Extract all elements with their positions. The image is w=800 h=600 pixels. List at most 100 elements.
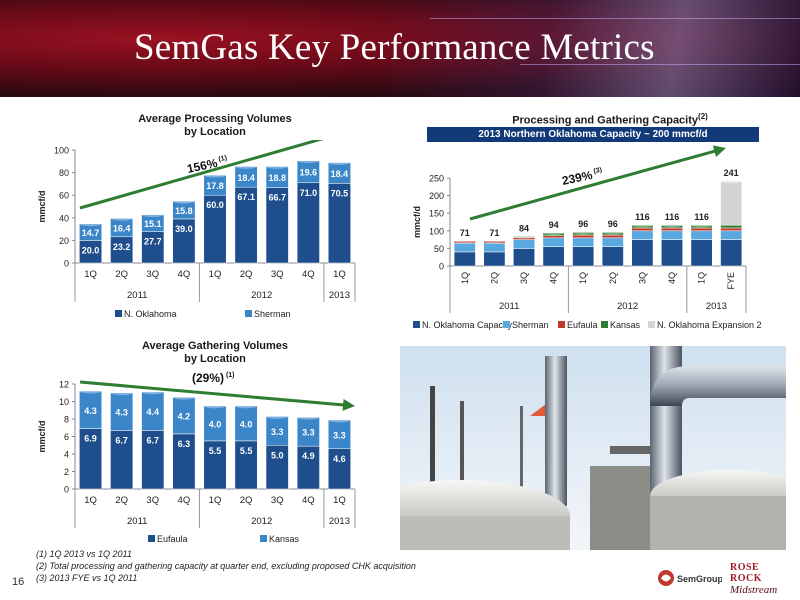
bar-value-label: 20.0	[82, 245, 100, 255]
x-tick-label: 1Q	[333, 495, 346, 506]
page-number: 16	[12, 576, 25, 588]
x-tick-label: 2Q	[240, 495, 253, 506]
bar-0-8	[690, 239, 713, 267]
bar-value-label: 18.4	[331, 169, 349, 179]
y-axis-label: mmcf/d	[37, 190, 47, 222]
bar-top-cap	[172, 198, 196, 204]
x-tick-label: 3Q	[271, 495, 284, 506]
legend-swatch	[601, 321, 608, 328]
bar-value-label: 3.3	[271, 427, 284, 437]
trend-arrow-line	[79, 380, 348, 407]
x-tick-label: 3Q	[637, 272, 647, 284]
x-tick-label: 4Q	[178, 269, 191, 280]
bar-top-cap	[79, 388, 102, 394]
x-tick-label: 2Q	[115, 495, 128, 506]
y-tick-label: 0	[64, 485, 69, 495]
legend-swatch	[503, 321, 510, 328]
bar-total-label: 84	[519, 223, 529, 233]
bar-value-label: 60.0	[206, 200, 224, 210]
legend-label: N. Oklahoma Expansion 2	[657, 320, 762, 330]
x-tick-label: 4Q	[302, 495, 315, 506]
bar-top-cap	[661, 222, 683, 228]
chart2-title-sup: (2)	[698, 112, 708, 121]
trend-annotation: (29%) (1)	[192, 371, 235, 385]
bar-1-4	[203, 405, 227, 442]
bar-1-3	[172, 396, 196, 435]
y-tick-label: 100	[429, 226, 444, 236]
rose-rock-logo-line2: Midstream	[730, 584, 778, 596]
bar-value-label: 4.4	[147, 407, 160, 417]
trend-annotation-footnote: (1)	[224, 372, 235, 379]
bar-total-label: 116	[635, 212, 650, 222]
year-label: 2011	[127, 516, 147, 527]
bar-3-2	[513, 236, 535, 238]
bar-value-label: 4.2	[178, 412, 191, 422]
legend-swatch	[648, 321, 655, 328]
bar-1-0	[453, 242, 476, 253]
year-label: 2013	[329, 516, 350, 527]
y-axis-label: mmcf/d	[412, 206, 422, 238]
x-tick-label: 2Q	[115, 269, 128, 280]
x-tick-label: 1Q	[84, 495, 97, 506]
trend-annotation-footnote: (3)	[591, 167, 603, 176]
chart3-title: Average Gathering Volumes	[141, 340, 289, 352]
bar-top-cap	[513, 233, 535, 239]
bar-0-9	[720, 239, 743, 267]
footnote-2: (2) Total processing and gathering capac…	[36, 561, 416, 571]
y-tick-label: 250	[429, 174, 444, 184]
bar-1-3	[172, 200, 196, 220]
bar-1-7	[296, 160, 320, 184]
x-tick-label: 1Q	[578, 272, 588, 284]
legend-label: Kansas	[269, 534, 300, 544]
bar-1-6	[265, 416, 289, 446]
y-tick-label: 0	[439, 262, 444, 272]
legend-swatch	[558, 321, 565, 328]
legend-label: Eufaula	[157, 534, 188, 544]
bar-1-5	[234, 405, 258, 442]
legend-label: Sherman	[512, 320, 549, 330]
legend-label: N. Oklahoma	[124, 309, 177, 319]
bar-3-9	[720, 224, 743, 229]
banner-stripe	[430, 18, 800, 19]
bar-value-label: 71.0	[300, 188, 318, 198]
rose-rock-logo: ROSE ROCK Midstream	[730, 562, 792, 596]
bar-top-cap	[234, 163, 258, 169]
bar-value-label: 3.3	[302, 428, 315, 438]
bar-1-4	[572, 237, 595, 247]
bar-0-5	[601, 246, 624, 267]
chart1-subtitle: by Location	[184, 126, 246, 138]
bar-top-cap	[631, 222, 654, 228]
x-tick-label: 2Q	[489, 272, 499, 284]
bar-top-cap	[79, 221, 102, 227]
bar-1-2	[513, 239, 535, 249]
bar-3-6	[631, 224, 654, 229]
capacity-chart: 0 50 100 150 200 250 mmcf/d 71 1Q 71 2Q 84 3Q 94 4Q 96 1…	[412, 145, 762, 330]
bar-2-3	[542, 235, 565, 239]
bar-total-label: 96	[608, 219, 618, 229]
gathering-volumes-chart: 0 2 4 6 8 10 12 mmcf/d 6.9 4.3 1Q 6.7 4.3 2Q 6.7 4.4 3Q 6…	[37, 371, 356, 544]
bar-value-label: 18.8	[268, 173, 286, 183]
bar-value-label: 6.7	[147, 435, 160, 445]
bar-top-cap	[483, 238, 506, 244]
bar-value-label: 4.3	[115, 408, 128, 418]
footnote-3: (3) 2013 FYE vs 1Q 2011	[36, 573, 138, 583]
bar-value-label: 4.0	[240, 419, 253, 429]
year-label: 2013	[329, 290, 350, 301]
trend-arrow-line	[469, 148, 719, 221]
bar-1-3	[542, 237, 565, 247]
x-tick-label: 3Q	[146, 269, 159, 280]
bar-value-label: 4.9	[302, 451, 315, 461]
semgroup-logo-mark: SemGroup	[658, 570, 724, 586]
y-tick-label: 4	[64, 450, 69, 460]
title-banner: SemGas Key Performance Metrics	[0, 0, 800, 97]
bar-1-2	[141, 391, 165, 431]
bar-0-4	[572, 246, 595, 267]
bar-1-5	[234, 166, 258, 188]
bar-total-label: 71	[460, 228, 470, 238]
page-title: SemGas Key Performance Metrics	[134, 27, 655, 68]
bar-3-5	[601, 231, 624, 236]
bar-value-label: 39.0	[175, 224, 193, 234]
bar-1-8	[690, 230, 713, 240]
semgroup-logo-text: SemGroup	[677, 574, 722, 584]
legend-swatch	[413, 321, 420, 328]
